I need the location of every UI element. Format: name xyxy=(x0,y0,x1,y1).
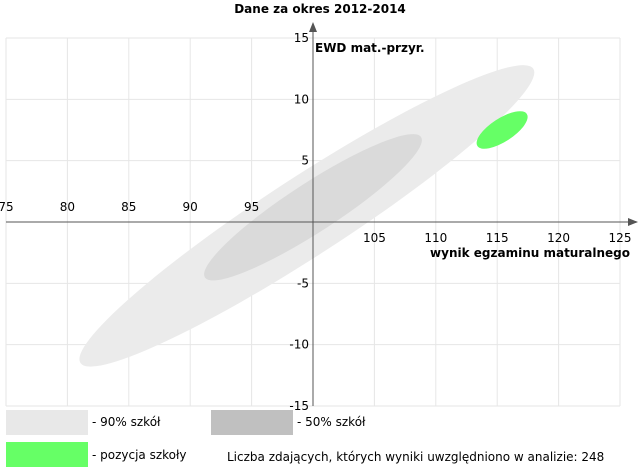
x-tick-label: 95 xyxy=(244,200,259,214)
analysis-note: Liczba zdających, których wyniki uwzględ… xyxy=(227,450,605,464)
y-axis-arrow xyxy=(309,22,317,32)
y-tick-label: 15 xyxy=(294,31,309,45)
x-tick-label: 115 xyxy=(486,231,509,245)
x-axis-arrow xyxy=(628,218,638,226)
ellipse-2 xyxy=(476,111,528,149)
x-tick-label: 80 xyxy=(60,200,75,214)
x-tick-label: 105 xyxy=(363,231,386,245)
x-tick-label: 110 xyxy=(424,231,447,245)
y-tick-label: -10 xyxy=(289,338,309,352)
y-tick-label: 5 xyxy=(301,154,309,168)
y-tick-label: -5 xyxy=(297,276,309,290)
legend-swatch-90 xyxy=(6,410,88,435)
legend-swatch-50 xyxy=(211,410,293,435)
x-tick-label: 125 xyxy=(609,231,632,245)
legend-label-50: - 50% szkół xyxy=(297,415,366,429)
y-tick-label: -15 xyxy=(289,399,309,413)
axes xyxy=(6,22,638,406)
tick-labels: 75 80 85 90 95 105 110 115 120 125 -15 -10 -5 5 10 15 xyxy=(0,31,631,413)
y-tick-label: 10 xyxy=(294,92,309,106)
legend-label-90: - 90% szkół xyxy=(92,415,161,429)
x-tick-label: 85 xyxy=(121,200,136,214)
y-axis-label: EWD mat.-przyr. xyxy=(315,41,425,55)
x-tick-label: 120 xyxy=(547,231,570,245)
legend-label-school: - pozycja szkoły xyxy=(92,448,187,462)
x-tick-label: 75 xyxy=(0,200,14,214)
x-tick-label: 90 xyxy=(183,200,198,214)
chart-title: Dane za okres 2012-2014 xyxy=(234,2,406,16)
legend-swatch-school xyxy=(6,442,88,467)
x-axis-label: wynik egzaminu maturalnego xyxy=(430,246,630,260)
